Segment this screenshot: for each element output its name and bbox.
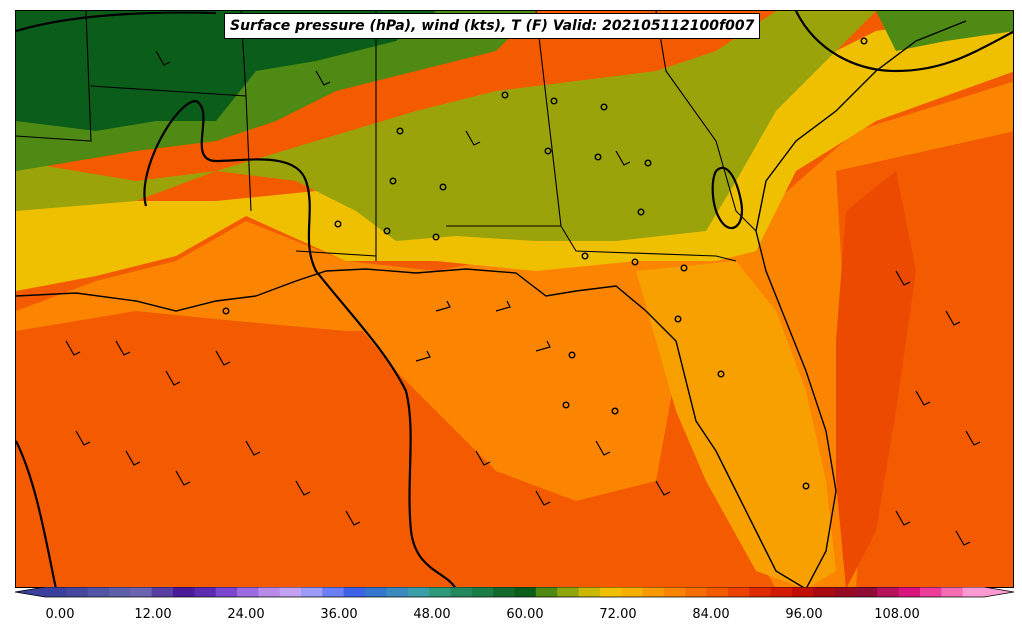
colorbar-segment — [706, 587, 729, 597]
colorbar-tick-label: 48.00 — [413, 607, 451, 622]
colorbar-segment — [194, 587, 217, 597]
colorbar-segment — [727, 587, 750, 597]
colorbar-segment — [941, 587, 964, 597]
atlantic-coastline — [755, 20, 967, 587]
colorbar-segment — [898, 587, 921, 597]
colorbar-segment — [471, 587, 494, 597]
florida-orange — [636, 261, 836, 587]
isobar-4 — [711, 166, 744, 229]
colorbar-segment — [301, 587, 323, 597]
map-title: Surface pressure (hPa), wind (kts), T (F… — [224, 13, 761, 39]
colorbar-outline — [15, 587, 1014, 598]
colorbar-segment — [279, 587, 302, 597]
isobar-1 — [16, 11, 217, 33]
colorbar-segment — [813, 587, 836, 597]
colorbar-segment — [258, 587, 281, 597]
colorbar-segment — [578, 587, 601, 597]
colorbar-segment — [877, 587, 900, 597]
colorbar-segment — [130, 587, 153, 597]
colorbar-segment — [834, 587, 857, 597]
land-olive-zone — [16, 11, 876, 241]
isobar-5 — [795, 11, 1013, 73]
colorbar-segment — [493, 587, 515, 597]
state-borders — [16, 11, 757, 262]
wind-barbs — [65, 50, 981, 546]
map-panel — [15, 10, 1014, 588]
colorbar-tick-label: 60.00 — [506, 607, 544, 622]
colorbar-segment — [450, 587, 473, 597]
colorbar-segment — [514, 587, 537, 597]
colorbar-tick-label: 108.00 — [874, 607, 920, 622]
colorbar-tick-label: 72.00 — [599, 607, 637, 622]
isobar-3 — [16, 440, 57, 587]
colorbar-segment — [173, 587, 195, 597]
colorbar-tick-label: 36.00 — [320, 607, 358, 622]
colorbar-segment — [215, 587, 238, 597]
colorbar-tick-label: 24.00 — [227, 607, 265, 622]
colorbar-segment — [663, 587, 686, 597]
colorbar-segment — [322, 587, 345, 597]
gulf-coastline — [16, 268, 805, 587]
colorbar-tick-label: 0.00 — [45, 607, 75, 622]
colorbar-segment — [919, 587, 942, 597]
colorbar-segment — [642, 587, 665, 597]
land-darkgreen-zone — [16, 11, 436, 131]
colorbar — [15, 587, 1014, 598]
colorbar-segment — [429, 587, 451, 597]
colorbar-segment — [535, 587, 558, 597]
colorbar-segment — [407, 587, 430, 597]
colorbar-segment — [621, 587, 644, 597]
colorbar-segment — [855, 587, 878, 597]
colorbar-extend-high — [984, 587, 1014, 597]
colorbar-segment — [962, 587, 985, 597]
colorbar-segment — [599, 587, 622, 597]
ne-green-patch — [876, 11, 1013, 51]
colorbar-segment — [151, 587, 174, 597]
colorbar-segment — [386, 587, 409, 597]
colorbar-tick-label: 96.00 — [785, 607, 823, 622]
colorbar-segment — [770, 587, 793, 597]
colorbar-segment — [109, 587, 131, 597]
gulf-orange-pocket — [346, 311, 676, 501]
colorbar-segment — [237, 587, 259, 597]
colorbar-segment — [365, 587, 387, 597]
colorbar-segment — [45, 587, 67, 597]
isobar-2 — [143, 99, 456, 587]
colorbar-segment — [557, 587, 580, 597]
atlantic-red-band — [836, 171, 916, 587]
land-gold-zone — [16, 11, 1013, 291]
colorbar-segment — [87, 587, 110, 597]
colorbar-segment — [685, 587, 708, 597]
station-markers — [222, 37, 868, 490]
colorbar-segment — [343, 587, 366, 597]
colorbar-tick-label: 84.00 — [692, 607, 730, 622]
colorbar-segment — [791, 587, 814, 597]
colorbar-segment — [749, 587, 772, 597]
colorbar-tick-label: 12.00 — [134, 607, 172, 622]
colorbar-extend-low — [15, 587, 45, 597]
colorbar-segment — [66, 587, 89, 597]
